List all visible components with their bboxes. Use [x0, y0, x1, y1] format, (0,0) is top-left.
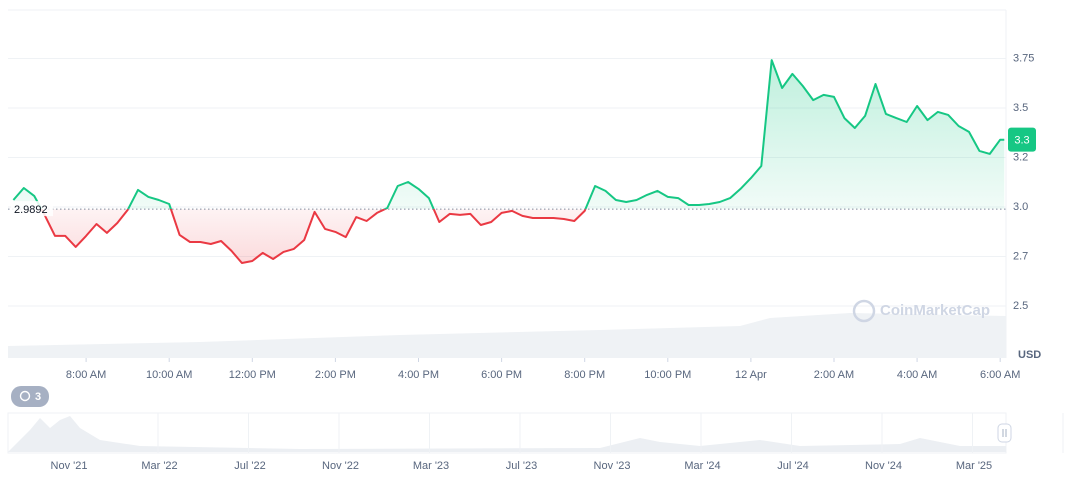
navigator-label: Nov '23: [594, 460, 631, 472]
x-tick-label: 8:00 AM: [66, 369, 106, 381]
x-tick-label: 10:00 PM: [644, 369, 691, 381]
navigator-label: Mar '23: [413, 460, 449, 472]
navigator-label: Nov '24: [865, 460, 902, 472]
navigator-label: Jul '23: [506, 460, 537, 472]
x-tick-label: 12 Apr: [735, 369, 767, 381]
y-tick-label: 3.5: [1013, 102, 1028, 114]
price-area: [13, 60, 1005, 263]
navigator-label: Nov '21: [51, 460, 88, 472]
y-tick-label: 2.5: [1013, 300, 1028, 312]
y-tick-label: 3.2: [1013, 151, 1028, 163]
x-tick-label: 6:00 AM: [980, 369, 1020, 381]
navigator-label: Nov '22: [322, 460, 359, 472]
x-tick-label: 4:00 AM: [897, 369, 937, 381]
navigator-label: Jul '22: [234, 460, 265, 472]
y-tick-label: 3.0: [1013, 201, 1028, 213]
navigator-label: Mar '24: [684, 460, 720, 472]
x-tick-label: 4:00 PM: [398, 369, 439, 381]
navigator-label: Jul '24: [777, 460, 808, 472]
navigator-handle[interactable]: [997, 423, 1012, 443]
history-badge[interactable]: 3: [11, 386, 49, 407]
watermark-text: CoinMarketCap: [880, 302, 990, 319]
x-tick-label: 6:00 PM: [481, 369, 522, 381]
x-tick-label: 12:00 PM: [229, 369, 276, 381]
x-tick-label: 10:00 AM: [146, 369, 192, 381]
baseline-label-bg: [11, 201, 53, 217]
navigator-label: Mar '22: [141, 460, 177, 472]
current-price-label: 3.3: [1014, 135, 1029, 147]
x-tick-label: 8:00 PM: [564, 369, 605, 381]
y-tick-label: 3.75: [1013, 52, 1034, 64]
current-price-badge: [1008, 127, 1036, 152]
watermark: CoinMarketCap: [852, 299, 990, 323]
baseline-label: 2.9892: [14, 204, 48, 216]
y-tick-label: 2.7: [1013, 250, 1028, 262]
x-tick-label: 2:00 PM: [315, 369, 356, 381]
volume-area: [8, 313, 1006, 358]
y-unit: USD: [1018, 349, 1041, 361]
price-line: [12, 59, 1005, 264]
navigator-label: Mar '25: [956, 460, 992, 472]
navigator-area: [8, 416, 1006, 452]
x-tick-label: 2:00 AM: [814, 369, 854, 381]
badge-count: 3: [35, 391, 41, 403]
